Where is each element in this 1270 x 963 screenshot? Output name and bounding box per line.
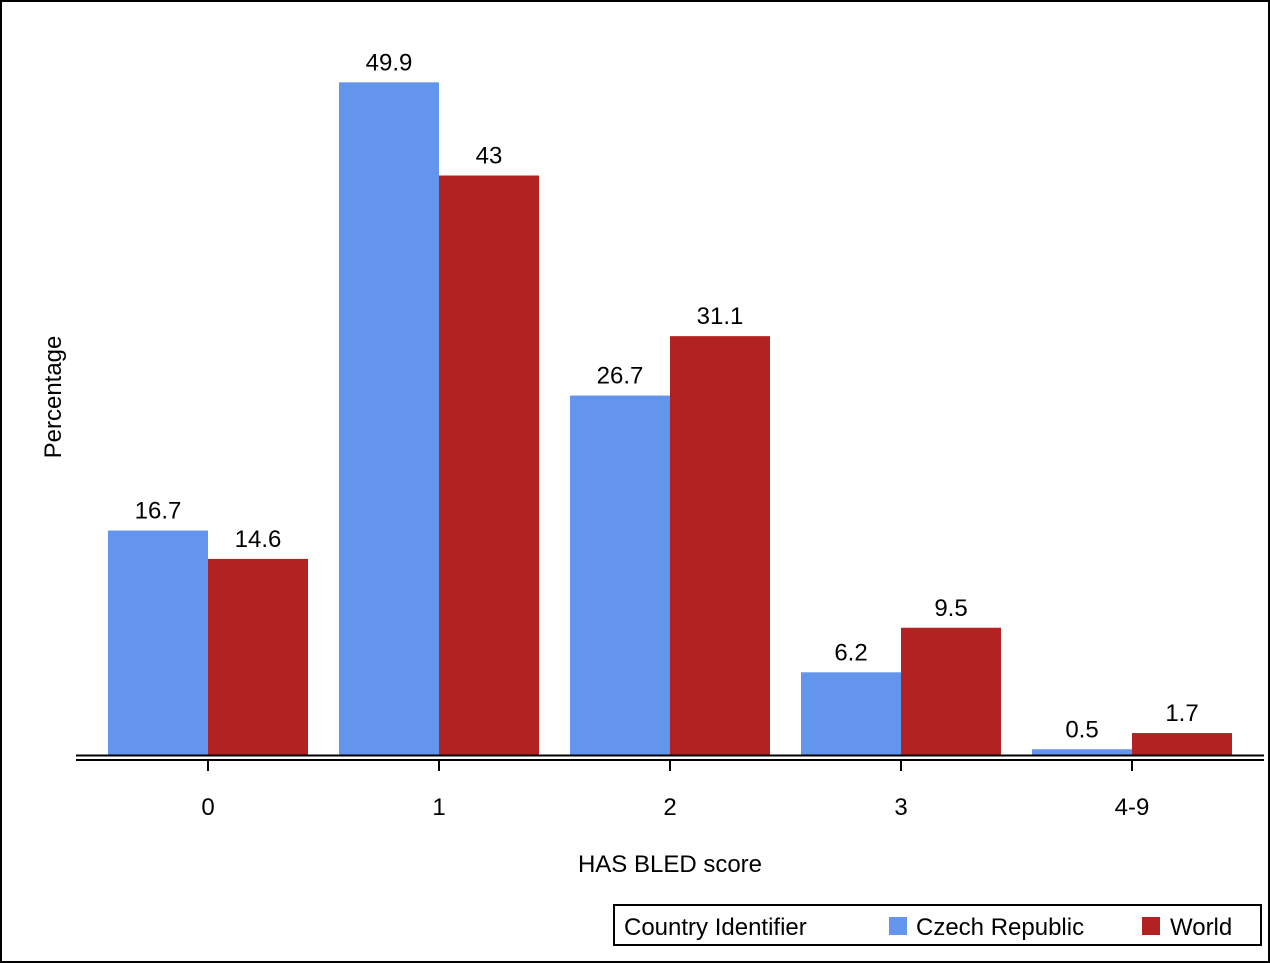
x-tick-label-1: 1 (432, 794, 445, 821)
legend-swatch-world (1142, 917, 1160, 935)
data-label-world-0: 14.6 (235, 526, 282, 553)
data-label-czech-republic-3: 6.2 (834, 639, 867, 666)
data-label-world-4-9: 1.7 (1165, 700, 1198, 727)
data-label-czech-republic-0: 16.7 (135, 498, 182, 525)
data-label-czech-republic-1: 49.9 (366, 49, 413, 76)
bar-czech-republic-1 (339, 82, 439, 757)
data-label-world-1: 43 (476, 143, 503, 170)
bar-czech-republic-4-9 (1032, 749, 1132, 756)
x-axis-label: HAS BLED score (578, 851, 762, 878)
x-tick-label-0: 0 (201, 794, 214, 821)
legend-title: Country Identifier (624, 914, 807, 941)
data-label-world-2: 31.1 (697, 303, 744, 330)
bar-world-1 (439, 175, 539, 756)
x-ticks-layer: 0 1 2 3 4-9 (201, 760, 1149, 821)
bar-czech-republic-0 (108, 530, 208, 756)
y-axis-label: Percentage (40, 336, 67, 459)
legend-label-world: World (1170, 914, 1232, 941)
bar-czech-republic-3 (801, 672, 901, 756)
bar-world-4-9 (1132, 733, 1232, 756)
bar-world-3 (901, 627, 1001, 756)
data-label-world-3: 9.5 (934, 595, 967, 622)
legend: Country Identifier Czech Republic World (613, 904, 1262, 946)
bar-world-0 (208, 558, 308, 756)
bar-world-2 (670, 336, 770, 756)
x-tick-label-4-9: 4-9 (1115, 794, 1150, 821)
bars-layer (108, 82, 1232, 757)
legend-swatch-czech-republic (889, 917, 907, 935)
data-labels-layer: 16.7 14.6 49.9 43 26.7 31.1 6.2 9.5 0.5 1.7 (135, 49, 1199, 743)
x-tick-label-3: 3 (894, 794, 907, 821)
data-label-czech-republic-2: 26.7 (597, 363, 644, 390)
x-tick-label-2: 2 (663, 794, 676, 821)
bar-czech-republic-2 (570, 395, 670, 756)
data-label-czech-republic-4-9: 0.5 (1065, 716, 1098, 743)
legend-label-czech-republic: Czech Republic (916, 914, 1084, 941)
